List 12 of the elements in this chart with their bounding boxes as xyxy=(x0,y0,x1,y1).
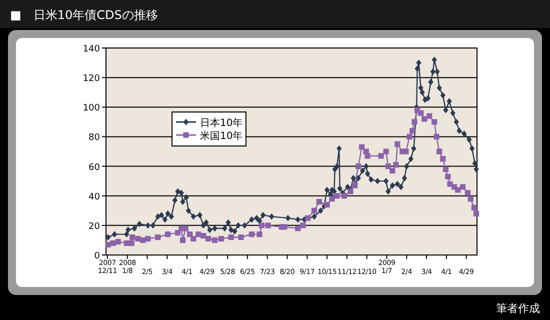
y-tick-label: 100 xyxy=(82,104,100,114)
legend-label: 日本10年 xyxy=(200,117,243,129)
y-tick-label: 0 xyxy=(94,252,100,262)
y-tick-label: 40 xyxy=(88,192,100,202)
y-tick-label: 120 xyxy=(82,74,100,84)
text: 筆者作成 xyxy=(496,302,540,315)
y-tick-label: 20 xyxy=(88,222,100,232)
y-tick-label: 80 xyxy=(88,133,100,144)
y-tick-label: 60 xyxy=(88,162,100,173)
chart-title: ■ 日米10年債CDSの推移 xyxy=(10,8,158,22)
legend-label: 米国10年 xyxy=(200,130,243,142)
y-tick-label: 140 xyxy=(82,44,100,54)
